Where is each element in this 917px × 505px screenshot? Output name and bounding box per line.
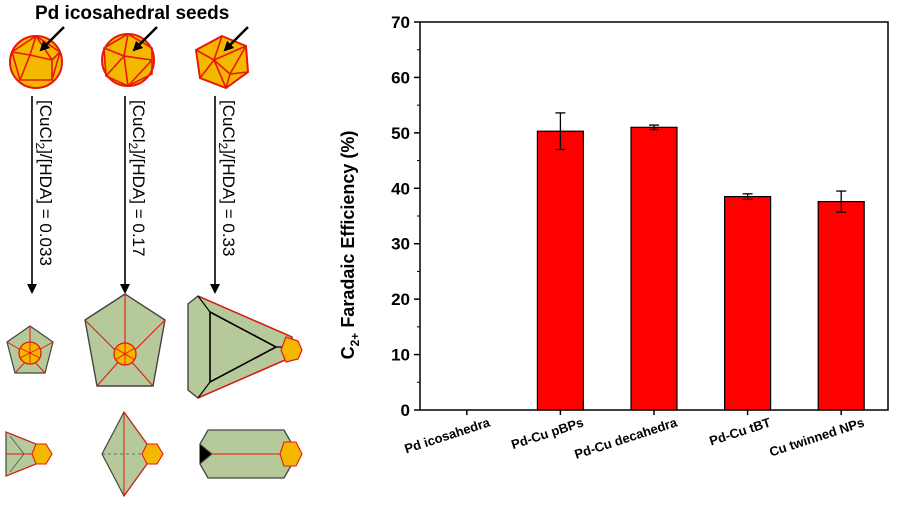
seed-icosahedron-2 [101,33,155,87]
y-tick-label: 20 [391,290,410,309]
y-tick-label: 60 [391,68,410,87]
x-category-label: Pd-Cu decahedra [573,414,680,462]
y-tick-label: 0 [401,401,410,420]
y-tick-label: 10 [391,346,410,365]
pointer-arrow-1 [39,26,65,52]
y-tick-label: 40 [391,179,410,198]
x-category-label: Cu twinned NPs [767,415,866,460]
triangular-product [187,295,303,399]
synthesis-scheme: Pd icosahedral seeds [CuCl2]/[HDA] = 0.0… [5,3,303,498]
bar-4 [817,200,865,411]
bar-3 [723,196,772,411]
seed-icosahedron-1 [9,35,63,89]
condition-label-2: [CuCl2]/[HDA] = 0.17 [126,100,148,256]
scheme-title: Pd icosahedral seeds [35,3,229,24]
x-category-label: Pd icosahedra [403,414,493,456]
seed-icosahedron-3 [194,34,250,90]
small-pentagon-product [6,325,54,374]
y-tick-label: 30 [391,235,410,254]
bar-1 [536,130,585,411]
large-bipyramid-side-view [101,410,164,498]
bars [536,126,865,411]
y-axis: 0 10 20 30 40 50 60 70 [391,13,420,420]
pointer-arrow-3 [223,26,249,52]
condition-label-3: [CuCl2]/[HDA] = 0.33 [216,100,238,256]
large-pentagon-product [84,293,166,387]
small-bipyramid-side-view [5,431,53,477]
x-category-label: Pd-Cu tBT [707,415,772,449]
error-bars [555,112,847,213]
y-tick-label: 70 [391,13,410,32]
y-tick-label: 50 [391,124,410,143]
pointer-arrow-2 [132,26,158,52]
faradaic-efficiency-chart: 0 10 20 30 40 50 60 70 Pd icosahedra Pd-Cu pBPsP… [338,13,889,462]
bitetrahedron-side-view [199,429,303,479]
condition-label-1: [CuCl2]/[HDA] = 0.033 [33,100,55,266]
y-axis-label: C2+ Faradaic Efficiency (%) [338,131,362,360]
bar-2 [630,126,678,411]
